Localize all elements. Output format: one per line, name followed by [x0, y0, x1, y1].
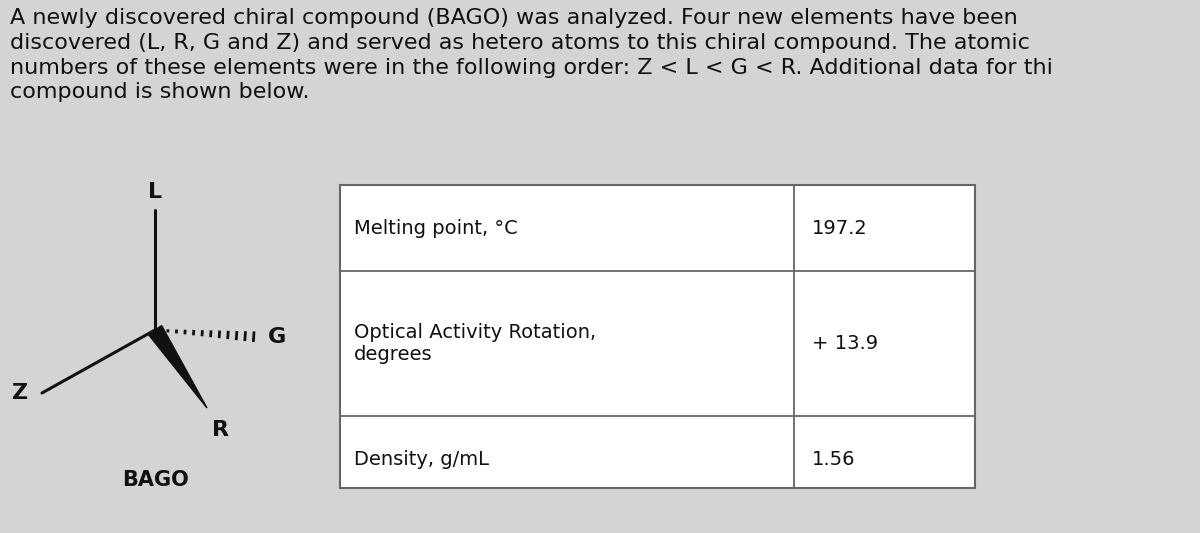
- Text: A newly discovered chiral compound (BAGO) was analyzed. Four new elements have b: A newly discovered chiral compound (BAGO…: [10, 8, 1052, 102]
- Text: BAGO: BAGO: [121, 470, 188, 490]
- FancyBboxPatch shape: [340, 185, 974, 488]
- Text: 1.56: 1.56: [812, 450, 856, 469]
- Text: + 13.9: + 13.9: [812, 334, 878, 353]
- Polygon shape: [149, 326, 208, 408]
- Text: Optical Activity Rotation,
degrees: Optical Activity Rotation, degrees: [354, 323, 596, 364]
- Text: 197.2: 197.2: [812, 219, 868, 238]
- Text: L: L: [148, 182, 162, 202]
- Text: R: R: [212, 420, 229, 440]
- Text: Melting point, °C: Melting point, °C: [354, 219, 517, 238]
- Text: Density, g/mL: Density, g/mL: [354, 450, 490, 469]
- Text: G: G: [268, 327, 287, 347]
- Text: Z: Z: [12, 383, 28, 403]
